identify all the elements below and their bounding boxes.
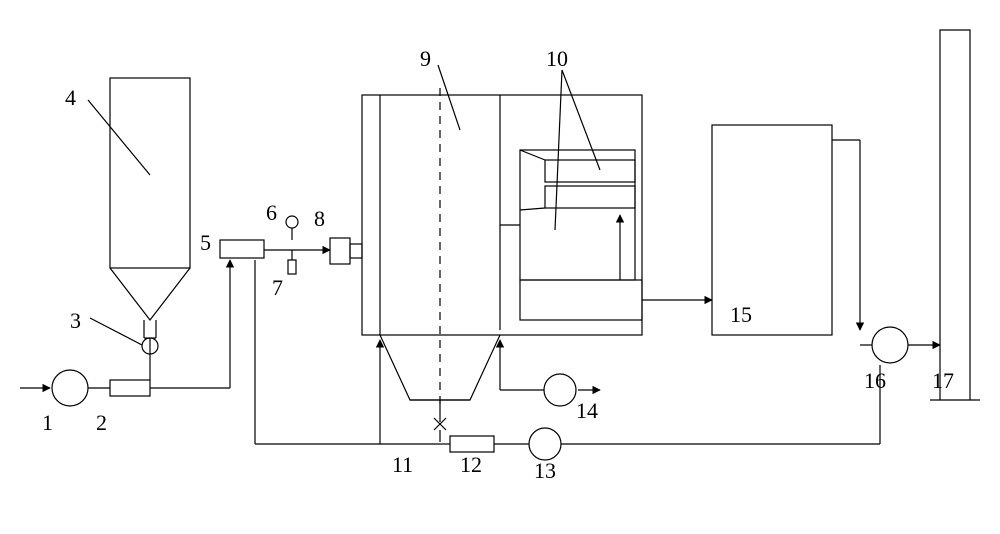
label-5: 5 (200, 230, 211, 256)
component-7 (288, 250, 296, 274)
leader-4 (88, 100, 150, 175)
label-6: 6 (266, 200, 277, 226)
leader-3 (90, 318, 142, 345)
feeder-3 (142, 338, 158, 370)
component-2 (110, 380, 150, 396)
gauge-6 (286, 216, 298, 240)
burner-8 (330, 238, 362, 264)
fan-14 (500, 340, 600, 406)
label-9: 9 (420, 46, 431, 72)
process-diagram (0, 0, 1000, 534)
component-12 (450, 436, 494, 452)
label-7: 7 (272, 275, 283, 301)
pneumatic-line (150, 260, 230, 388)
leader-9 (438, 65, 460, 130)
label-14: 14 (576, 398, 598, 424)
label-13: 13 (534, 458, 556, 484)
component-5 (220, 240, 264, 258)
boiler-9 (362, 88, 642, 405)
fan-16 (860, 327, 940, 363)
label-4: 4 (65, 85, 76, 111)
label-16: 16 (864, 368, 886, 394)
label-15: 15 (730, 302, 752, 328)
label-1: 1 (42, 410, 53, 436)
label-3: 3 (70, 308, 81, 334)
fan-13 (494, 428, 561, 460)
label-10: 10 (546, 46, 568, 72)
recycle-line (255, 260, 880, 444)
label-12: 12 (460, 452, 482, 478)
blower-1 (20, 370, 110, 406)
label-17: 17 (932, 368, 954, 394)
label-2: 2 (96, 410, 107, 436)
label-8: 8 (314, 206, 325, 232)
label-11: 11 (392, 452, 413, 478)
silo-4 (110, 78, 190, 338)
